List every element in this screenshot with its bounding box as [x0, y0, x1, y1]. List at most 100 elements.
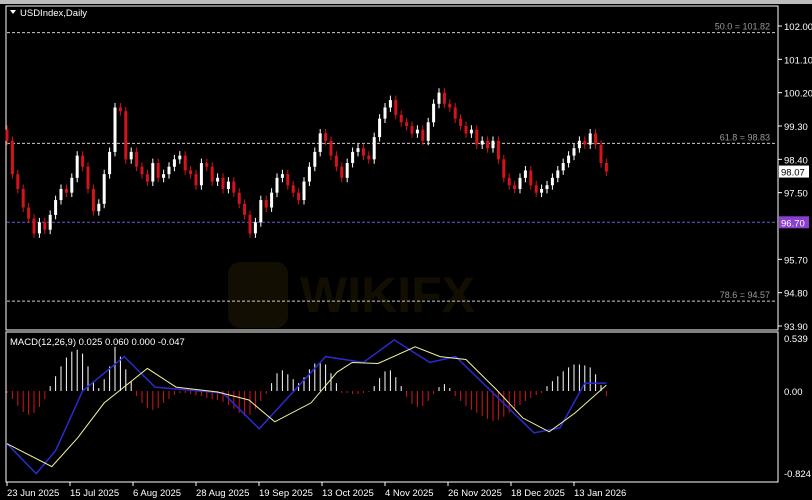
candle-body — [502, 159, 506, 178]
candle — [442, 88, 446, 109]
macd-title: MACD(12,26,9) 0.025 0.060 0.000 -0.047 — [10, 337, 185, 348]
candle — [394, 95, 398, 120]
candle-body — [291, 185, 295, 193]
candle — [167, 162, 171, 179]
candle — [226, 177, 230, 194]
price-tick-label: 98.40 — [784, 155, 808, 166]
candle-body — [577, 140, 581, 149]
candle — [37, 217, 41, 238]
date-tick-label: 23 Jun 2025 — [7, 488, 59, 499]
candle-body — [556, 170, 560, 178]
macd-tick-label: 0.00 — [784, 387, 803, 398]
candle-body — [162, 174, 166, 178]
candle-body — [124, 111, 128, 160]
candle — [313, 147, 317, 172]
candle-body — [54, 200, 58, 215]
candle — [448, 99, 452, 112]
candle — [64, 184, 68, 198]
window-top-bar — [0, 0, 812, 4]
candle — [604, 158, 608, 176]
candle-body — [264, 200, 268, 208]
candle — [194, 169, 198, 190]
date-tick-label: 13 Oct 2025 — [322, 488, 374, 499]
date-tick-label: 4 Nov 2025 — [385, 488, 434, 499]
candle-body — [178, 155, 182, 160]
candle-body — [189, 170, 193, 175]
fib-level-label: 50.0 = 101.82 — [715, 22, 770, 32]
candle-body — [486, 140, 490, 149]
candle-body — [513, 185, 517, 189]
candle-body — [561, 163, 565, 171]
candle-body — [194, 174, 198, 186]
candle — [178, 151, 182, 164]
candle — [507, 173, 511, 190]
candle — [232, 177, 236, 198]
candle — [518, 173, 522, 194]
macd-line — [6, 338, 607, 475]
price-tick-label: 97.50 — [784, 189, 808, 200]
candle — [91, 184, 95, 216]
candle-body — [32, 218, 36, 234]
date-tick-label: 28 Aug 2025 — [196, 488, 249, 499]
candle — [540, 184, 544, 198]
candle-body — [108, 151, 112, 175]
collapse-triangle-icon[interactable] — [10, 10, 16, 14]
candle-body — [491, 140, 495, 149]
price-tick-label: 102.00 — [784, 22, 812, 33]
candle — [145, 169, 149, 186]
watermark-text: WIKIFX — [300, 267, 475, 323]
candle — [54, 195, 58, 220]
candle — [32, 214, 36, 238]
candle-body — [523, 170, 527, 178]
candle-body — [232, 181, 236, 193]
candle — [172, 154, 176, 172]
candle — [297, 188, 301, 205]
candle-body — [545, 185, 549, 189]
candle — [16, 169, 20, 194]
candle — [410, 121, 414, 138]
candle — [469, 125, 473, 138]
candle-body — [356, 148, 360, 152]
support-price-tag — [779, 216, 809, 229]
candle — [329, 136, 333, 161]
candle-body — [237, 192, 241, 204]
candle-body — [226, 181, 230, 189]
candle — [135, 147, 139, 172]
candle-body — [324, 133, 328, 141]
candle — [210, 162, 214, 186]
candle-body — [378, 118, 382, 138]
candle — [529, 166, 533, 190]
candle — [361, 143, 365, 161]
candle — [351, 147, 355, 168]
candle-body — [480, 140, 484, 145]
candle-body — [286, 174, 290, 186]
candle-body — [253, 222, 257, 234]
candle — [475, 125, 479, 149]
candle — [291, 180, 295, 198]
candle — [86, 162, 90, 194]
candle — [405, 117, 409, 131]
current-price-label: 98.07 — [781, 168, 805, 179]
candle-body — [518, 177, 522, 189]
candle — [588, 128, 592, 149]
candle-body — [437, 92, 441, 104]
candle-body — [599, 144, 603, 164]
candle — [259, 195, 263, 227]
candle-body — [70, 177, 74, 193]
candle-body — [529, 170, 533, 186]
candle-body — [16, 174, 20, 189]
candle-body — [5, 129, 9, 141]
candle — [108, 147, 112, 179]
candle-body — [329, 140, 333, 156]
candle-body — [145, 174, 149, 182]
candle — [70, 173, 74, 198]
candle-body — [351, 151, 355, 164]
candle — [205, 158, 209, 172]
candle-body — [156, 163, 160, 178]
candle-body — [210, 166, 214, 182]
candle — [561, 158, 565, 175]
price-tick-label: 95.70 — [784, 255, 808, 266]
candle — [318, 128, 322, 157]
candle-body — [394, 100, 398, 115]
candle — [140, 162, 144, 179]
